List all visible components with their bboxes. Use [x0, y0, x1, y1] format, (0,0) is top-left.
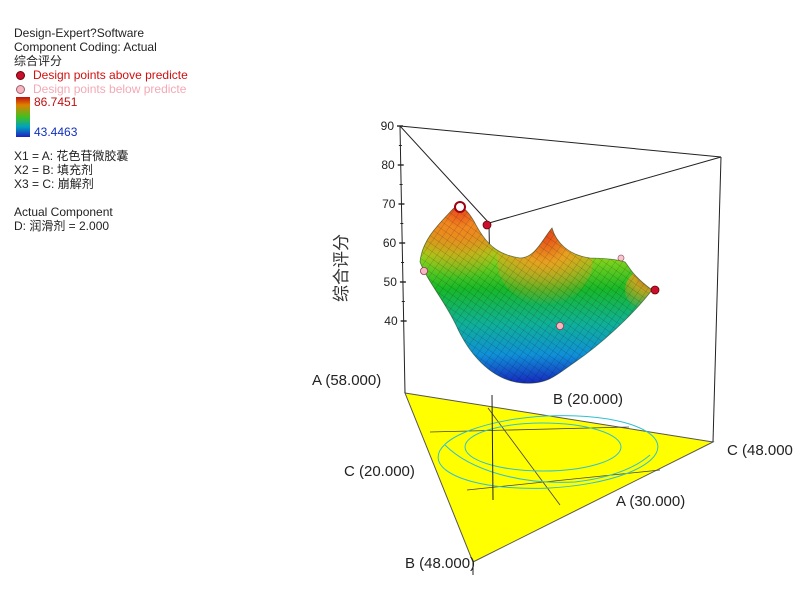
scale-min-value: 43.4463	[34, 125, 78, 139]
response-name: 综合评分	[14, 54, 63, 68]
legend-below: Design points below predicte	[14, 82, 204, 96]
vertex-label-b-top: B (20.000)	[553, 391, 623, 408]
design-point-below	[617, 254, 625, 262]
design-point-below	[556, 321, 565, 330]
box-edge	[488, 156, 722, 224]
legend-below-label: Design points below predicte	[33, 82, 187, 96]
vertex-label-b-bottom: B (48.000)	[405, 555, 475, 572]
z-axis-label: 综合评分	[332, 234, 352, 302]
scale-max-value: 86.7451	[34, 95, 78, 109]
response-surface	[420, 206, 652, 384]
contour-line	[444, 444, 651, 483]
z-tick-label: 80	[381, 158, 395, 172]
design-point-above	[482, 220, 492, 230]
vertex-label-a: A (58.000)	[312, 372, 381, 389]
legend-panel: Design-Expert?Software Component Coding:…	[14, 26, 204, 233]
z-tick-label: 60	[383, 236, 397, 250]
factor-x2: X2 = B: 填充剂	[14, 163, 94, 177]
base-grid-line	[487, 407, 561, 506]
box-edge	[399, 125, 490, 224]
design-point-above	[650, 285, 660, 295]
color-scale: 86.7451 43.4463	[14, 95, 204, 139]
box-edge	[491, 394, 494, 501]
contour-line	[464, 422, 622, 472]
vertex-label-c-right: C (48.000	[727, 442, 793, 459]
design-point-below	[419, 266, 428, 275]
legend-above: Design points above predicte	[14, 68, 204, 82]
box-edge	[399, 125, 722, 158]
design-point-above	[454, 201, 466, 213]
vertex-label-c-left: C (20.000)	[344, 463, 415, 480]
z-tick-label: 70	[382, 197, 396, 211]
factor-x3: X3 = C: 崩解剂	[14, 177, 94, 191]
above-point-icon	[16, 70, 25, 80]
coding-label: Component Coding: Actual	[14, 40, 157, 54]
below-point-icon	[16, 84, 25, 94]
actual-component-title: Actual Component	[14, 205, 113, 219]
actual-component-value: D: 润滑剂 = 2.000	[14, 219, 110, 233]
box-edge	[712, 156, 722, 443]
base-grid-line	[429, 426, 630, 433]
contour-line	[437, 415, 659, 489]
z-tick-label: 90	[381, 119, 395, 133]
base-triangle	[404, 392, 715, 563]
vertex-label-a-bottom: A (30.000)	[616, 493, 685, 510]
legend-above-label: Design points above predicte	[33, 68, 188, 82]
z-tick-label: 50	[384, 275, 398, 289]
box-edge	[399, 125, 406, 394]
software-label: Design-Expert?Software	[14, 26, 145, 40]
z-axis: 40 50 60 70 80 90	[381, 119, 407, 328]
factor-x1: X1 = A: 花色苷微胶囊	[14, 149, 129, 163]
z-tick-label: 40	[384, 314, 398, 328]
color-scale-bar	[16, 97, 30, 137]
